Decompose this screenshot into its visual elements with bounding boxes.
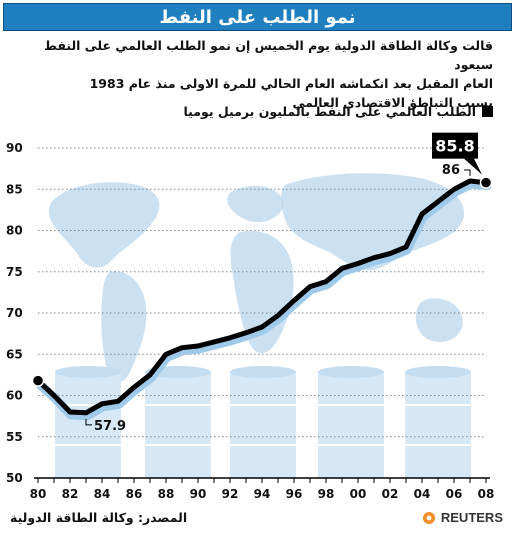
- x-tick-label: 80: [30, 487, 47, 501]
- annotation-leader: [464, 169, 471, 176]
- legend: الطلب العالمي على النفط بالمليون برميل ي…: [183, 104, 493, 119]
- x-tick-label: 08: [478, 487, 495, 501]
- value-callout-label: 85.8: [435, 137, 474, 156]
- barrel-top: [230, 366, 296, 378]
- legend-swatch: [482, 106, 493, 117]
- y-tick-label: 75: [6, 265, 23, 279]
- map-shape: [280, 173, 465, 271]
- x-tick-label: 06: [446, 487, 463, 501]
- reuters-brand: REUTERS: [422, 510, 503, 525]
- map-shape: [227, 185, 284, 223]
- barrel-icon: [405, 366, 471, 478]
- barrel-icon: [318, 366, 384, 478]
- barrel-top: [318, 366, 384, 378]
- map-shape: [101, 271, 147, 383]
- annotation-leader: [85, 418, 92, 426]
- barrel-top: [405, 366, 471, 378]
- y-tick-label: 60: [6, 389, 23, 403]
- y-tick-label: 50: [6, 471, 23, 485]
- x-tick-label: 02: [382, 487, 399, 501]
- brand-label: REUTERS: [440, 510, 503, 525]
- y-tick-label: 65: [6, 347, 23, 361]
- y-tick-label: 85: [6, 182, 23, 196]
- subtitle-line-3: بسبب التباطؤ الاقتصادي العالمي: [292, 95, 493, 110]
- series-line-path: [35, 178, 489, 416]
- subtitle-line-2: العام المقبل بعد انكماشه العام الحالي لل…: [89, 76, 493, 91]
- barrel-body: [405, 372, 471, 478]
- barrel-icon: [230, 366, 296, 478]
- reuters-logo-icon: [422, 511, 435, 524]
- barrel-body: [318, 372, 384, 478]
- annotations: 57.9 86 85.8: [85, 132, 482, 434]
- subtitle-line-1: قالت وكالة الطاقة الدولية يوم الخميس إن …: [43, 38, 493, 72]
- x-tick-label: 00: [350, 487, 367, 501]
- x-tick-label: 96: [286, 487, 303, 501]
- endpoint-marker: [479, 176, 493, 189]
- y-tick-label: 55: [6, 430, 23, 444]
- annotation-label: 86: [442, 163, 460, 178]
- barrel-top: [55, 366, 121, 378]
- series-line: [31, 176, 493, 421]
- x-tick-label: 82: [62, 487, 79, 501]
- y-tick-label: 70: [6, 306, 23, 320]
- barrel-body: [230, 372, 296, 478]
- x-tick-label: 84: [94, 487, 111, 501]
- endpoint-marker: [31, 374, 45, 387]
- value-callout-box: [432, 132, 478, 159]
- subtitle: قالت وكالة الطاقة الدولية يوم الخميس إن …: [23, 36, 493, 112]
- source-note: المصدر: وكالة الطاقة الدولية: [10, 510, 188, 525]
- x-tick-label: 98: [318, 487, 335, 501]
- x-tick-label: 88: [158, 487, 175, 501]
- chart-background: [48, 173, 471, 478]
- y-tick-label: 90: [6, 141, 23, 155]
- x-tick-label: 92: [222, 487, 239, 501]
- page-title: نمو الطلب على النفط: [3, 3, 512, 31]
- map-shape: [48, 182, 160, 268]
- x-tick-label: 90: [190, 487, 207, 501]
- map-shape: [416, 298, 463, 342]
- legend-label: الطلب العالمي على النفط بالمليون برميل ي…: [183, 104, 476, 119]
- x-tick-label: 04: [414, 487, 431, 501]
- y-tick-label: 80: [6, 224, 23, 238]
- x-tick-label: 86: [126, 487, 143, 501]
- value-callout-pointer: [464, 158, 482, 175]
- x-tick-label: 94: [254, 487, 271, 501]
- axes: 50 55 60 65 70 75 80 85 90 80 82 84 86 88 90 92 94 96 98 00…: [6, 141, 494, 501]
- barrel-icon: [145, 366, 211, 478]
- barrel-body: [145, 372, 211, 478]
- annotation-label: 57.9: [94, 419, 126, 434]
